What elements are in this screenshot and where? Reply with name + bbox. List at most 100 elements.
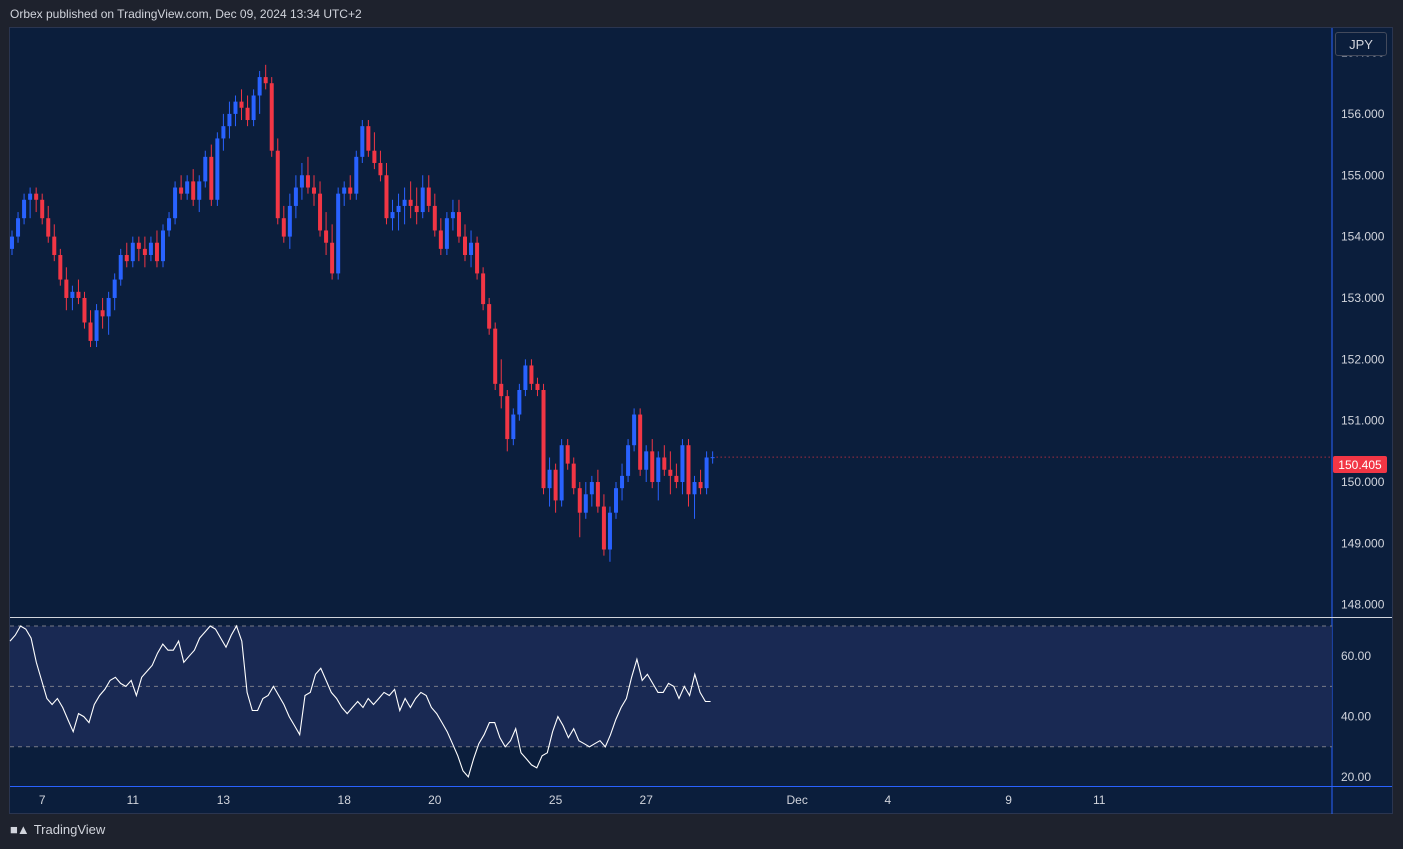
candle-up: [167, 218, 172, 231]
candle-down: [64, 279, 69, 298]
candle-down: [88, 322, 93, 341]
candle-down: [565, 445, 570, 464]
candle-down: [34, 193, 39, 200]
candle-up: [523, 365, 528, 390]
candle-down: [571, 463, 576, 489]
candle-up: [70, 291, 75, 298]
time-tick-label: 9: [1005, 793, 1012, 807]
candle-down: [281, 218, 286, 237]
candle-up: [656, 457, 661, 483]
candle-down: [275, 150, 280, 219]
candle-down: [305, 175, 310, 188]
candle-up: [227, 113, 232, 127]
candle-up: [336, 193, 341, 274]
candle-down: [674, 475, 679, 483]
rsi-tick-label: 60.00: [1341, 649, 1371, 663]
candle-up: [607, 512, 612, 550]
candle-down: [686, 445, 691, 495]
publish-info: Orbex published on TradingView.com, Dec …: [10, 7, 362, 21]
candle-down: [414, 205, 419, 213]
candle-down: [601, 506, 606, 550]
candle-down: [245, 107, 250, 121]
price-tick-label: 154.000: [1341, 230, 1385, 244]
candle-up: [620, 475, 625, 489]
candle-down: [372, 150, 377, 163]
candle-down: [324, 230, 329, 243]
time-tick-label: 7: [39, 793, 46, 807]
time-tick-label: 27: [640, 793, 654, 807]
candle-up: [233, 101, 238, 114]
time-tick-label: 20: [428, 793, 442, 807]
candle-up: [28, 193, 33, 200]
price-tick-label: 150.000: [1341, 475, 1385, 489]
candle-up: [614, 488, 618, 513]
candle-down: [541, 389, 546, 489]
candle-up: [444, 218, 449, 249]
candle-down: [58, 255, 63, 280]
candle-up: [148, 242, 153, 256]
candle-down: [463, 236, 467, 256]
candle-up: [118, 255, 123, 280]
rsi-tick-label: 20.00: [1341, 770, 1371, 784]
candle-up: [10, 236, 14, 249]
candle-down: [432, 205, 437, 231]
candle-up: [469, 242, 474, 256]
candle-down: [269, 83, 274, 151]
price-tick-label: 149.000: [1341, 536, 1385, 550]
candle-down: [475, 242, 480, 274]
candle-up: [692, 482, 697, 495]
candle-down: [529, 365, 534, 384]
candle-up: [342, 187, 347, 194]
price-tick-label: 148.000: [1341, 598, 1385, 612]
time-tick-label: 11: [127, 793, 140, 807]
candle-down: [136, 242, 141, 249]
price-tick-label: 152.000: [1341, 352, 1385, 366]
candle-down: [535, 383, 540, 390]
candle-down: [384, 175, 389, 219]
rsi-band: [10, 626, 1332, 747]
candle-down: [493, 328, 498, 384]
time-tick-label: 11: [1093, 793, 1106, 807]
candle-up: [203, 156, 208, 182]
candle-down: [348, 187, 353, 194]
candle-down: [263, 77, 268, 84]
candle-up: [22, 199, 27, 219]
candle-down: [456, 212, 461, 237]
rsi-tick-label: 40.00: [1341, 710, 1371, 724]
candle-up: [161, 230, 165, 262]
candle-down: [553, 469, 558, 501]
brand-name[interactable]: TradingView: [33, 822, 106, 837]
candle-down: [124, 255, 129, 262]
candle-down: [46, 218, 51, 237]
candle-down: [698, 482, 703, 489]
candle-down: [312, 187, 316, 194]
candle-down: [378, 162, 383, 176]
price-tick-label: 156.000: [1341, 107, 1385, 121]
candle-up: [559, 445, 564, 501]
candle-down: [638, 414, 643, 470]
price-tick-label: 153.000: [1341, 291, 1385, 305]
time-tick-label: 13: [217, 793, 231, 807]
candle-down: [662, 457, 667, 470]
candle-up: [517, 389, 522, 415]
candle-up: [94, 310, 99, 341]
time-tick-label: 18: [338, 793, 352, 807]
time-tick-label: 4: [884, 793, 891, 807]
candle-down: [82, 297, 87, 323]
candle-up: [390, 212, 395, 219]
candle-up: [287, 205, 292, 237]
candle-up: [293, 187, 298, 206]
candle-up: [511, 414, 516, 440]
candle-down: [209, 156, 214, 200]
candle-up: [130, 242, 135, 262]
footer: ■▲ TradingView: [10, 822, 105, 837]
candle-up: [704, 457, 709, 489]
candle-down: [595, 482, 600, 507]
candle-up: [251, 95, 256, 121]
candle-up: [354, 156, 359, 194]
time-tick-label: 25: [549, 793, 563, 807]
currency-button[interactable]: JPY: [1335, 32, 1387, 56]
candle-up: [583, 494, 588, 513]
candle-down: [481, 273, 486, 305]
